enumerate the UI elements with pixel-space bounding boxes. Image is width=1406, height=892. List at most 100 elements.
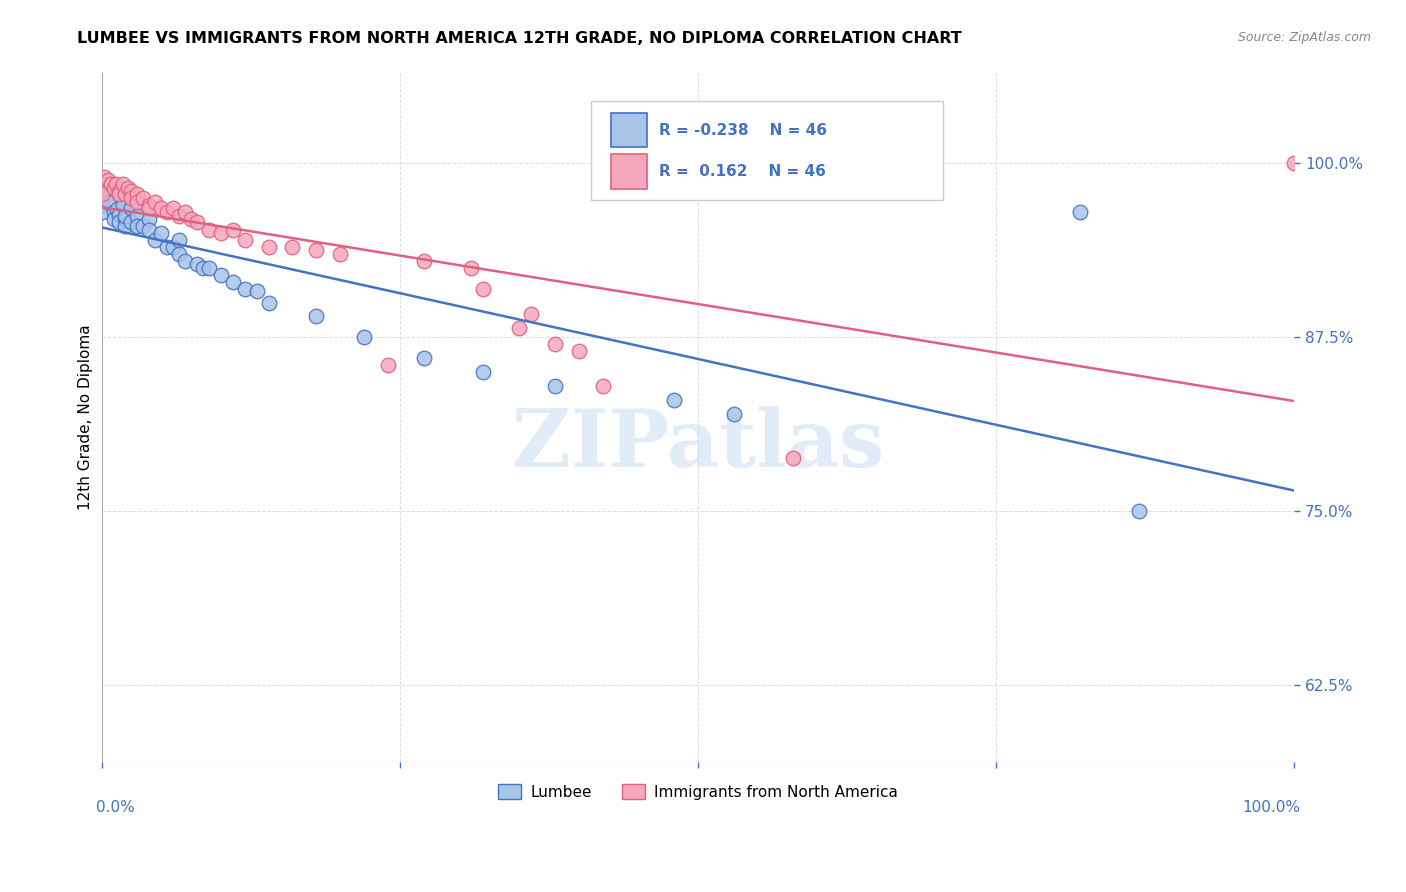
- Point: [198, 223, 221, 237]
- Point: [138, 212, 160, 227]
- Point: [100, 178, 122, 192]
- Point: [568, 344, 591, 359]
- Text: 0.0%: 0.0%: [96, 799, 135, 814]
- Point: [103, 205, 125, 219]
- Point: [472, 282, 495, 296]
- Point: [120, 215, 142, 229]
- Point: [90, 184, 112, 198]
- Point: [723, 407, 745, 421]
- Point: [103, 181, 125, 195]
- Bar: [612, 113, 647, 147]
- Point: [472, 365, 495, 379]
- Point: [143, 233, 166, 247]
- Point: [108, 187, 131, 202]
- Point: [97, 195, 120, 210]
- Point: [138, 198, 160, 212]
- Point: [104, 178, 127, 192]
- Point: [233, 282, 256, 296]
- Point: [117, 181, 139, 195]
- Point: [412, 351, 434, 366]
- Point: [132, 191, 155, 205]
- Point: [167, 247, 190, 261]
- Point: [353, 330, 375, 344]
- Point: [138, 201, 160, 215]
- Point: [180, 212, 202, 227]
- Point: [186, 257, 208, 271]
- Point: [120, 191, 142, 205]
- Point: [209, 226, 232, 240]
- Point: [138, 223, 160, 237]
- Point: [127, 219, 149, 233]
- Point: [105, 202, 128, 217]
- Point: [209, 268, 232, 282]
- Point: [112, 198, 135, 212]
- Point: [174, 253, 197, 268]
- Point: [167, 233, 190, 247]
- Point: [305, 310, 328, 324]
- Text: R = -0.238    N = 46: R = -0.238 N = 46: [658, 123, 827, 137]
- Point: [544, 379, 567, 393]
- Point: [143, 195, 166, 210]
- Point: [97, 187, 120, 202]
- Point: [377, 358, 399, 372]
- Point: [592, 379, 614, 393]
- Point: [1069, 205, 1091, 219]
- Point: [329, 247, 352, 261]
- Point: [127, 209, 149, 223]
- Point: [108, 208, 131, 222]
- Point: [90, 178, 112, 192]
- Point: [150, 226, 173, 240]
- Text: Source: ZipAtlas.com: Source: ZipAtlas.com: [1237, 31, 1371, 45]
- Y-axis label: 12th Grade, No Diploma: 12th Grade, No Diploma: [79, 325, 93, 510]
- Point: [90, 191, 112, 205]
- Point: [150, 201, 173, 215]
- Point: [257, 240, 280, 254]
- Point: [233, 233, 256, 247]
- Point: [90, 187, 112, 202]
- Point: [186, 215, 208, 229]
- Point: [120, 184, 142, 198]
- Point: [114, 209, 136, 223]
- Point: [90, 198, 112, 212]
- Text: 100.0%: 100.0%: [1243, 799, 1301, 814]
- Point: [412, 253, 434, 268]
- Point: [198, 260, 221, 275]
- Point: [246, 285, 269, 299]
- Point: [97, 173, 120, 187]
- Text: LUMBEE VS IMMIGRANTS FROM NORTH AMERICA 12TH GRADE, NO DIPLOMA CORRELATION CHART: LUMBEE VS IMMIGRANTS FROM NORTH AMERICA …: [77, 31, 962, 46]
- Text: ZIPatlas: ZIPatlas: [512, 406, 884, 484]
- Point: [167, 209, 190, 223]
- Point: [520, 307, 543, 321]
- Legend: Lumbee, Immigrants from North America: Lumbee, Immigrants from North America: [492, 778, 904, 805]
- Point: [222, 275, 245, 289]
- Point: [103, 212, 125, 227]
- Point: [127, 195, 149, 210]
- Point: [508, 320, 530, 334]
- Point: [156, 205, 179, 219]
- Point: [114, 187, 136, 202]
- Point: [174, 205, 197, 219]
- Point: [305, 243, 328, 257]
- Point: [132, 219, 155, 233]
- Point: [162, 240, 184, 254]
- Point: [544, 337, 567, 351]
- Point: [114, 212, 136, 227]
- Point: [460, 260, 482, 275]
- FancyBboxPatch shape: [591, 101, 942, 201]
- Point: [162, 201, 184, 215]
- Point: [662, 392, 685, 407]
- Point: [156, 240, 179, 254]
- Point: [257, 295, 280, 310]
- Point: [1284, 156, 1306, 170]
- Point: [90, 205, 112, 219]
- Text: R =  0.162    N = 46: R = 0.162 N = 46: [658, 164, 825, 179]
- Point: [222, 223, 245, 237]
- Point: [108, 184, 131, 198]
- Point: [112, 178, 135, 192]
- Bar: [612, 154, 647, 189]
- Point: [120, 201, 142, 215]
- Point: [782, 451, 804, 466]
- Point: [1128, 504, 1150, 518]
- Point: [281, 240, 304, 254]
- Point: [93, 170, 115, 185]
